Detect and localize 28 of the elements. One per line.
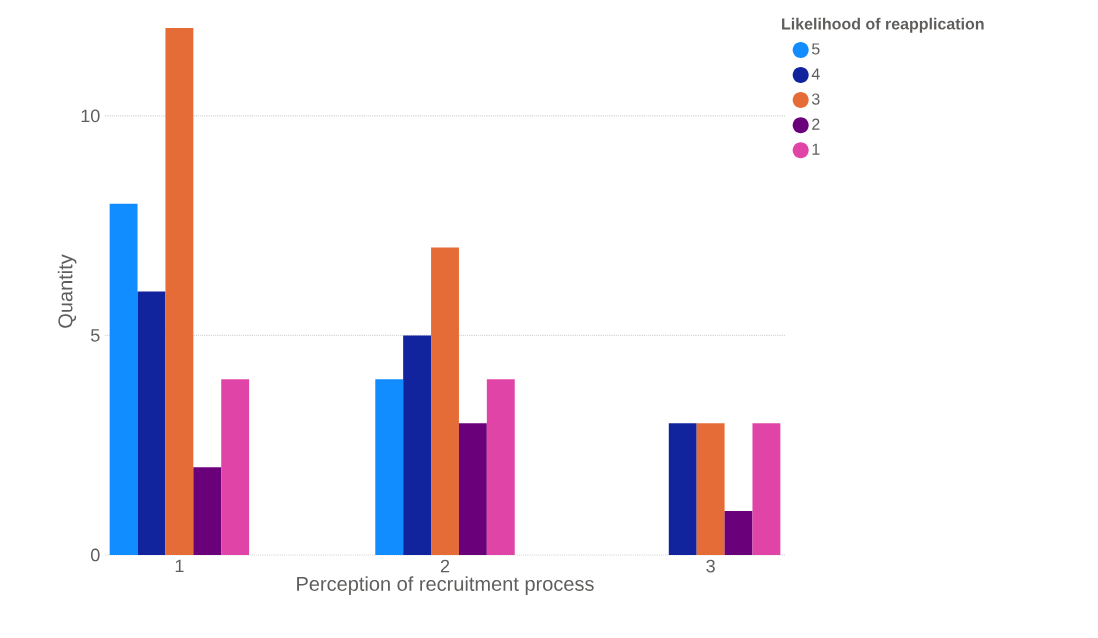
x-tick-label: 1 — [175, 559, 184, 573]
x-axis-title: Perception of recruitment process — [297, 576, 594, 595]
y-axis-title: Quantity — [57, 254, 77, 328]
bar — [221, 379, 250, 555]
bar — [375, 379, 404, 555]
bar — [193, 467, 222, 555]
bar — [486, 379, 515, 555]
y-tick-label: 0 — [91, 548, 100, 562]
bar — [458, 423, 487, 555]
x-tick-label: 3 — [706, 559, 715, 573]
bar — [109, 203, 138, 555]
legend-title: Likelihood of reapplication — [782, 17, 984, 33]
bar — [668, 423, 697, 555]
legend-label: 3 — [811, 93, 820, 105]
bar — [165, 27, 194, 555]
bar — [431, 247, 459, 555]
bar — [137, 291, 166, 555]
legend-label: 4 — [811, 68, 820, 80]
y-tick-label: 10 — [81, 109, 100, 123]
bar — [752, 423, 781, 555]
legend-label: 1 — [812, 143, 820, 155]
legend-label: 2 — [812, 118, 820, 130]
bar — [696, 423, 725, 555]
bar — [403, 335, 432, 555]
x-tick-label: 2 — [440, 559, 450, 573]
y-tick-label: 5 — [91, 329, 100, 342]
legend-label: 5 — [811, 43, 820, 55]
bar — [724, 511, 753, 555]
